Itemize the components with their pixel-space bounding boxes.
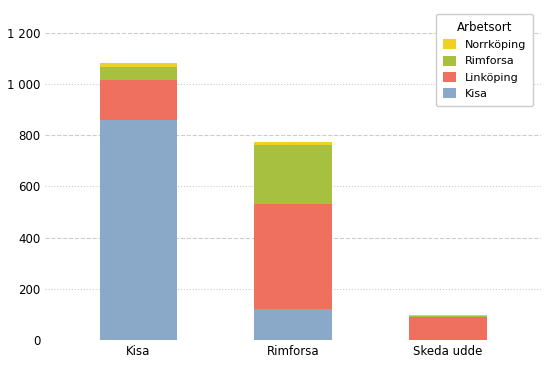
Bar xyxy=(409,317,487,340)
Legend: Norrköping, Rimforsa, Linköping, Kisa: Norrköping, Rimforsa, Linköping, Kisa xyxy=(436,14,533,106)
Bar xyxy=(100,120,177,340)
Bar xyxy=(100,80,177,120)
Bar xyxy=(100,67,177,80)
Bar xyxy=(409,316,487,317)
Bar xyxy=(254,204,332,310)
Bar xyxy=(254,142,332,145)
Bar xyxy=(254,145,332,204)
Bar xyxy=(409,315,487,316)
Bar xyxy=(254,310,332,340)
Bar xyxy=(100,64,177,67)
